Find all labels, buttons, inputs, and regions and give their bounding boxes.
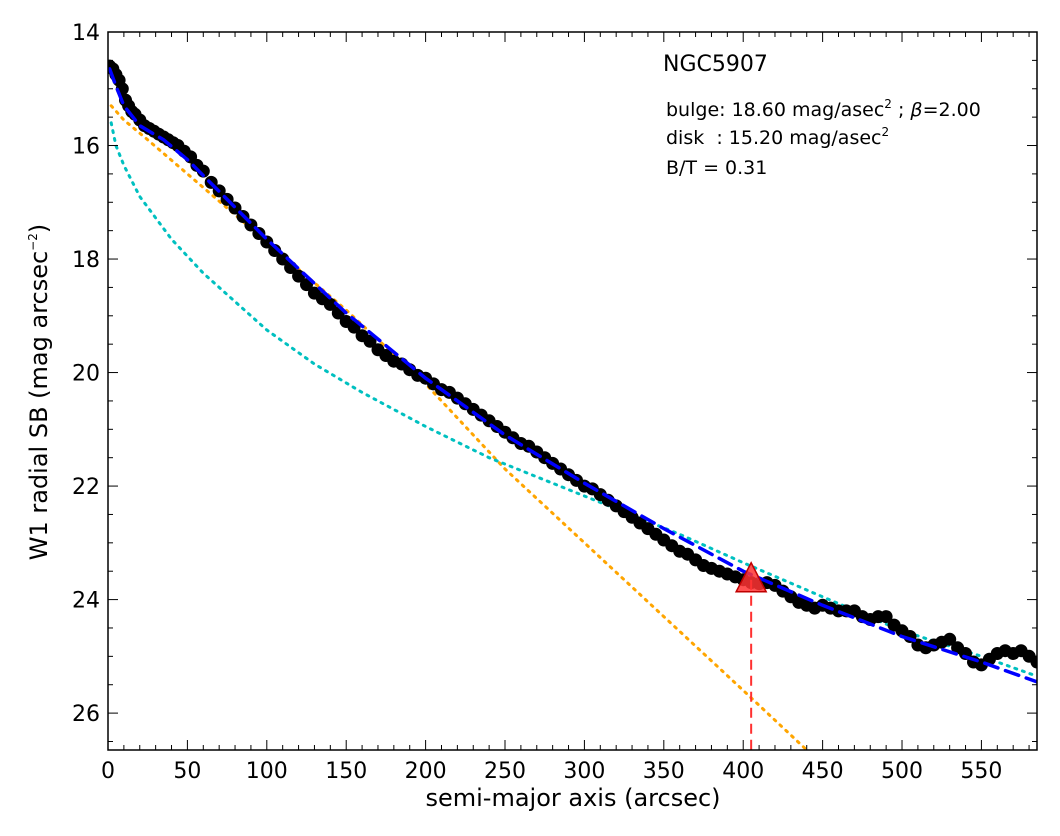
beta-value: =2.00 [923, 99, 981, 121]
data-point [323, 297, 337, 311]
disk-parameters-label: disk : 15.20 mag/asec2 [666, 125, 889, 149]
data-point [276, 252, 290, 266]
plot-frame [107, 31, 1038, 751]
galaxy-name-label: NGC5907 [663, 52, 768, 77]
x-tick-label: 450 [802, 759, 844, 784]
bulge-model-curve-layer [109, 104, 809, 750]
y-tick-label: 20 [72, 362, 100, 387]
data-point [1030, 655, 1037, 669]
total-model-curve-layer [108, 67, 1037, 684]
y-tick-label: 16 [72, 135, 100, 160]
total-model-line [108, 67, 1037, 684]
bulge-model-line [109, 104, 809, 750]
y-tick-label: 24 [72, 589, 100, 614]
data-point [879, 610, 893, 624]
x-axis-ticks: 0 50 100 150 200 250 300 350 400 450 500 550 [101, 32, 1030, 784]
x-tick-label: 250 [484, 759, 526, 784]
y-axis-title-end: ) [25, 224, 53, 233]
bulge-separator: ; [892, 99, 910, 121]
x-tick-label: 0 [101, 759, 115, 784]
y-tick-label: 18 [72, 248, 100, 273]
disk-unit-superscript: 2 [882, 125, 890, 139]
beta-symbol: β [909, 99, 922, 121]
x-tick-label: 550 [960, 759, 1002, 784]
x-axis-title: semi-major axis (arcsec) [425, 784, 720, 812]
bulge-unit-superscript: 2 [884, 97, 892, 111]
annotation-block: NGC5907 bulge: 18.60 mag/asec2 ; β=2.00 … [663, 52, 981, 179]
x-tick-label: 100 [246, 759, 288, 784]
disk-model-line [109, 121, 1037, 678]
radius-marker-triangle [734, 561, 768, 593]
y-axis-title-main: W1 radial SB (mag arcsec [25, 251, 53, 560]
disk-model-curve-layer [109, 121, 1037, 678]
plot-frame-rect [107, 31, 1038, 751]
x-tick-label: 50 [173, 759, 201, 784]
data-point [943, 632, 957, 646]
disk-text: disk : 15.20 mag/asec [666, 127, 882, 149]
y-axis-title: W1 radial SB (mag arcsec−2) [25, 224, 53, 561]
x-tick-label: 300 [563, 759, 605, 784]
bulge-parameters-label: bulge: 18.60 mag/asec2 ; β=2.00 [666, 97, 981, 121]
radius-marker-layer [734, 561, 768, 750]
data-point [363, 334, 377, 348]
x-tick-label: 150 [325, 759, 367, 784]
bulge-text: bulge: 18.60 mag/asec [666, 99, 884, 121]
x-tick-label: 200 [405, 759, 447, 784]
y-tick-label: 26 [72, 702, 100, 727]
plot-area [108, 59, 1037, 750]
data-point [260, 235, 274, 249]
y-tick-label: 22 [72, 475, 100, 500]
x-tick-label: 400 [722, 759, 764, 784]
x-tick-label: 500 [881, 759, 923, 784]
y-tick-label: 14 [72, 21, 100, 46]
y-axis-title-superscript: −2 [26, 233, 40, 251]
x-tick-label: 350 [643, 759, 685, 784]
bulge-to-total-label: B/T = 0.31 [666, 157, 767, 179]
